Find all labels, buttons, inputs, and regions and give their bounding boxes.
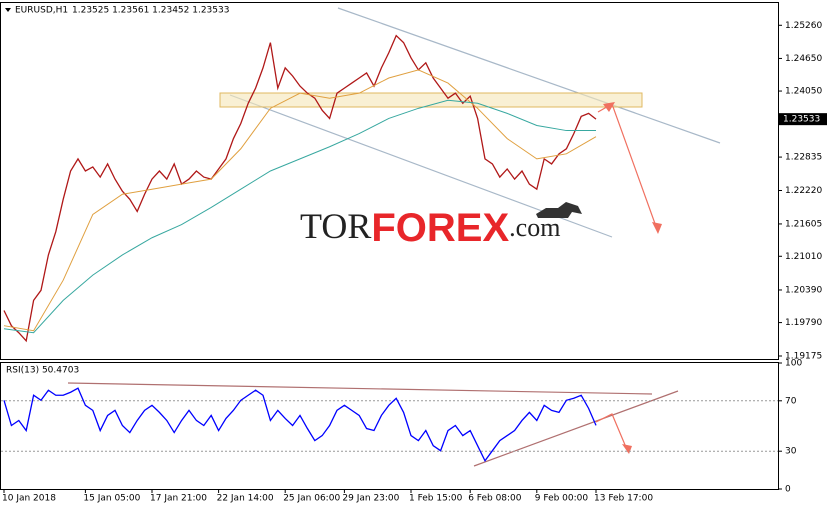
channel-top (337, 7, 721, 144)
symbol-label: EURUSD,H1 (15, 6, 68, 16)
y-tick-label: 1.24650 (785, 54, 822, 64)
price-panel (0, 2, 779, 360)
x-tick-label: 10 Jan 2018 (2, 494, 56, 504)
y-tick-label: 1.25260 (785, 21, 822, 31)
y-tick-label: 1.20390 (785, 285, 822, 295)
watermark: TORFOREX.com (300, 206, 560, 250)
arrow-head (603, 102, 615, 112)
y-tick-label: 1.24050 (785, 87, 822, 97)
y-tick-label: 0 (785, 485, 791, 495)
y-tick-label: 100 (785, 359, 802, 369)
ohlc-label: 1.23525 1.23561 1.23452 1.23533 (72, 6, 229, 16)
x-tick-label: 1 Feb 15:00 (409, 494, 463, 504)
series-line (3, 387, 597, 463)
y-tick-label: 1.19175 (785, 352, 822, 362)
rsi-title: RSI(13) 50.4703 (6, 366, 79, 376)
annotations (67, 7, 721, 467)
x-tick-label: 13 Feb 17:00 (594, 494, 653, 504)
y-tick-label: 1.19790 (785, 318, 822, 328)
rsi-trendline (67, 382, 653, 395)
last-price-box (779, 113, 827, 126)
menu-triangle[interactable] (5, 8, 11, 12)
x-tick-label: 15 Jan 05:00 (83, 494, 140, 504)
y-tick-label: 1.22220 (785, 186, 822, 196)
y-tick-label: 1.21605 (785, 219, 822, 229)
x-tick-label: 25 Jan 06:00 (283, 494, 340, 504)
x-tick-label: 22 Jan 14:00 (217, 494, 274, 504)
rsi-panel (0, 362, 779, 490)
resistance-zone (219, 92, 643, 108)
watermark-part: .com (509, 213, 560, 242)
x-tick-label: 6 Feb 08:00 (468, 494, 522, 504)
x-tick-label: 29 Jan 23:00 (342, 494, 399, 504)
x-tick-label: 9 Feb 00:00 (535, 494, 589, 504)
watermark-part: FOREX (371, 206, 509, 250)
last-price-label: 1.23533 (783, 115, 820, 125)
rsi-arrow (595, 413, 629, 453)
watermark-part: TOR (300, 206, 371, 246)
y-tick-label: 70 (785, 396, 797, 406)
moving-average (3, 69, 597, 332)
y-tick-label: 30 (785, 447, 797, 457)
series-line (3, 34, 597, 343)
arrow-head (652, 222, 662, 234)
moving-average (3, 99, 596, 334)
y-tick-label: 1.22835 (785, 153, 822, 163)
bull-icon (536, 202, 582, 218)
x-tick-label: 17 Jan 21:00 (150, 494, 207, 504)
y-tick-label: 1.21010 (785, 252, 822, 262)
rsi-trendline (473, 390, 679, 467)
